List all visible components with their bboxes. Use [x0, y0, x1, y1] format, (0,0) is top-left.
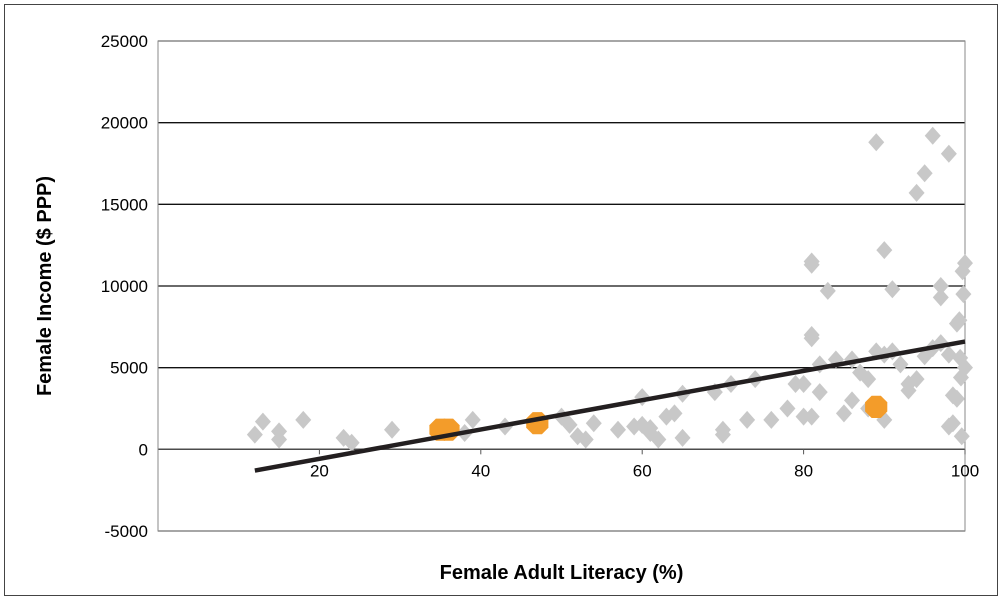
diamond-point	[944, 414, 961, 433]
diamond-point	[577, 430, 594, 449]
diamond-point	[908, 370, 925, 389]
diamond-point	[585, 414, 602, 433]
diamond-point	[609, 420, 626, 439]
diamond-point	[908, 183, 925, 202]
diamond-point	[295, 410, 312, 429]
y-tick-label: 25000	[101, 32, 148, 51]
grid-lines	[158, 40, 965, 532]
diamond-point	[787, 375, 804, 393]
diamond-point	[271, 422, 288, 441]
diamond-point	[957, 254, 973, 273]
diamond-point	[955, 285, 972, 304]
diamond-point	[561, 415, 578, 434]
x-tick-label: 20	[310, 461, 329, 480]
trendline-layer	[254, 339, 966, 473]
diamond-point	[464, 410, 481, 429]
diamond-point	[835, 404, 852, 423]
y-tick-label: -5000	[105, 522, 148, 541]
diamond-point	[739, 410, 756, 429]
diamond-point	[254, 412, 271, 431]
chart-frame: -5000 0 5000 10000 15000 20000 25000 20 40 60 80 10…	[4, 4, 998, 596]
diamond-point	[795, 375, 812, 393]
diamond-point	[868, 133, 885, 152]
diamond-point	[916, 164, 933, 183]
diamond-point	[844, 391, 861, 410]
highlight-point	[865, 395, 888, 418]
diamond-point	[803, 326, 820, 344]
diamond-point	[892, 355, 909, 374]
x-tick-label: 80	[794, 461, 813, 480]
x-tick-label: 40	[471, 461, 490, 480]
x-tick-label: 60	[633, 461, 652, 480]
diamond-point	[384, 420, 401, 439]
diamond-point	[642, 419, 659, 438]
diamond-point	[860, 370, 877, 389]
y-tick-label: 10000	[101, 277, 148, 296]
diamond-point	[795, 407, 812, 426]
x-axis-title: Female Adult Literacy (%)	[440, 562, 684, 584]
diamond-point	[924, 126, 941, 145]
diamond-point	[343, 433, 360, 452]
y-tick-label: 15000	[101, 195, 148, 214]
y-tick-label: 0	[139, 440, 148, 459]
y-tick-label: 5000	[110, 359, 148, 378]
diamond-point	[811, 383, 828, 402]
x-tick-label: 100	[951, 461, 979, 480]
diamond-point	[884, 280, 901, 299]
highlight-point	[526, 412, 549, 435]
plot-area-border	[157, 40, 966, 532]
diamond-point	[932, 277, 949, 295]
diamond-point	[763, 410, 780, 429]
diamond-point	[940, 144, 957, 163]
diamond-point	[948, 389, 965, 408]
diamond-point	[940, 345, 957, 364]
y-axis-title: Female Income ($ PPP)	[34, 176, 56, 396]
y-tick-label: 20000	[101, 114, 148, 133]
diamond-point	[674, 428, 691, 447]
trendline	[254, 339, 966, 473]
diamond-point	[650, 430, 667, 449]
scatter-chart: -5000 0 5000 10000 15000 20000 25000 20 40 60 80 10…	[34, 32, 979, 584]
diamond-point	[932, 288, 949, 307]
diamond-point	[803, 252, 820, 271]
diamond-point	[953, 427, 970, 446]
diamond-point	[803, 407, 820, 426]
diamond-point	[779, 399, 796, 418]
axis-ticks: -5000 0 5000 10000 15000 20000 25000 20 40 60 80 10…	[101, 32, 979, 541]
diamond-point	[246, 425, 263, 444]
diamond-point	[714, 420, 731, 439]
diamond-point	[957, 358, 973, 377]
data-points	[246, 126, 973, 452]
diamond-point	[951, 311, 968, 330]
diamond-point	[666, 404, 683, 423]
diamond-point	[819, 281, 836, 300]
diamond-point	[876, 241, 893, 260]
